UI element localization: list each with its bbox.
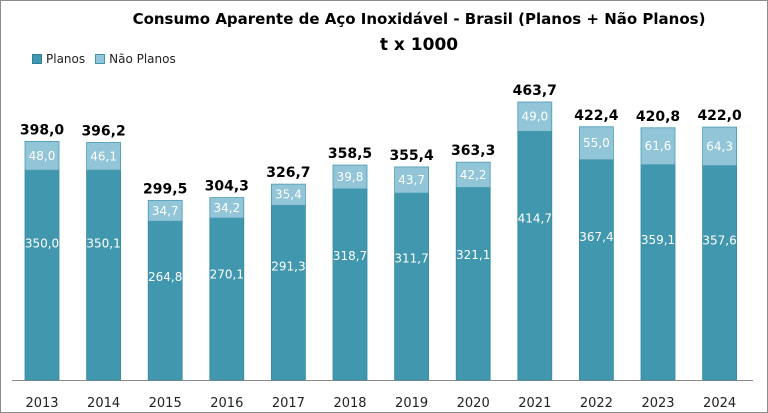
data-label-nao-planos: 46,1 <box>90 149 117 163</box>
bar-planos <box>86 169 121 381</box>
data-label-total: 422,0 <box>697 108 742 124</box>
data-label-total: 363,3 <box>451 143 495 159</box>
legend-swatch-planos <box>32 54 42 64</box>
bar-planos <box>455 187 491 381</box>
x-tick-label: 2020 <box>457 396 490 411</box>
data-label-total: 355,4 <box>389 148 434 164</box>
legend-item-planos: Planos <box>32 52 85 66</box>
data-label-nao-planos: 49,0 <box>521 110 548 124</box>
bar-nao-planos <box>270 183 306 206</box>
x-tick-label: 2016 <box>210 396 243 411</box>
x-tick-label: 2014 <box>87 396 120 411</box>
data-label-planos: 291,3 <box>271 259 305 273</box>
data-label-planos: 264,8 <box>148 270 182 284</box>
bar-nao-planos <box>209 197 245 219</box>
chart-title: Consumo Aparente de Aço Inoxidável - Bra… <box>132 10 706 28</box>
data-label-planos: 318,7 <box>333 249 367 263</box>
bar-planos <box>702 165 737 381</box>
x-tick-label: 2013 <box>25 396 58 411</box>
bar-planos <box>640 164 676 381</box>
bar-nao-planos <box>332 164 368 190</box>
data-label-nao-planos: 48,0 <box>29 149 56 163</box>
chart-subtitle: t x 1000 <box>379 35 459 55</box>
bar-nao-planos <box>517 101 553 132</box>
data-label-nao-planos: 64,3 <box>706 139 733 153</box>
x-tick-label: 2021 <box>518 396 551 411</box>
legend-label-planos: Planos <box>46 52 86 66</box>
x-tick-label: 2022 <box>580 396 613 411</box>
data-label-planos: 311,7 <box>394 252 428 266</box>
data-label-planos: 321,1 <box>456 248 490 262</box>
data-label-nao-planos: 55,0 <box>583 136 610 150</box>
x-tick-label: 2018 <box>333 396 366 411</box>
x-tick-label: 2017 <box>272 396 305 411</box>
bar-planos <box>209 217 245 381</box>
data-label-total: 326,7 <box>266 165 310 181</box>
bar-planos <box>394 192 430 381</box>
bar-planos <box>517 130 553 381</box>
bar-planos <box>332 188 368 381</box>
bar-nao-planos <box>147 200 183 222</box>
bar-nao-planos <box>86 142 121 171</box>
data-label-planos: 367,4 <box>579 230 613 244</box>
data-label-planos: 414,7 <box>518 211 552 225</box>
data-label-planos: 357,6 <box>702 234 736 248</box>
bar-planos <box>24 169 60 381</box>
data-label-nao-planos: 61,6 <box>645 139 672 153</box>
legend-swatch-nao-planos <box>95 54 106 64</box>
bar-nao-planos <box>702 126 737 167</box>
x-tick-label: 2024 <box>703 396 736 411</box>
x-tick-label: 2015 <box>149 396 182 411</box>
data-label-planos: 350,0 <box>25 237 59 251</box>
data-label-total: 304,3 <box>205 179 249 195</box>
data-label-total: 463,7 <box>513 83 557 99</box>
data-label-total: 422,4 <box>574 108 619 124</box>
data-label-nao-planos: 42,2 <box>460 168 487 182</box>
bar-nao-planos <box>24 140 60 171</box>
data-label-planos: 350,1 <box>86 237 120 251</box>
data-label-total: 396,2 <box>81 123 125 139</box>
bar-nao-planos <box>394 166 430 194</box>
bar-planos <box>579 159 614 381</box>
x-tick-label: 2023 <box>641 396 674 411</box>
bar-planos <box>147 220 183 381</box>
bar-planos <box>270 204 306 381</box>
legend: Planos Não Planos <box>32 52 176 66</box>
bar-nao-planos <box>455 161 491 188</box>
data-label-nao-planos: 34,2 <box>213 201 240 215</box>
legend-label-nao-planos: Não Planos <box>109 52 176 66</box>
data-label-total: 299,5 <box>143 181 187 197</box>
data-label-planos: 359,1 <box>641 233 675 247</box>
data-label-planos: 270,1 <box>210 268 244 282</box>
data-label-nao-planos: 43,7 <box>398 173 425 187</box>
data-label-nao-planos: 34,7 <box>152 204 179 218</box>
legend-item-nao-planos: Não Planos <box>95 52 176 66</box>
data-label-nao-planos: 39,8 <box>337 170 364 184</box>
data-label-nao-planos: 35,4 <box>275 188 302 202</box>
x-tick-label: 2019 <box>395 396 428 411</box>
data-label-total: 398,0 <box>20 122 65 138</box>
data-label-total: 358,5 <box>328 146 372 162</box>
bar-nao-planos <box>579 126 614 161</box>
data-label-total: 420,8 <box>636 109 680 125</box>
bar-nao-planos <box>640 127 676 166</box>
